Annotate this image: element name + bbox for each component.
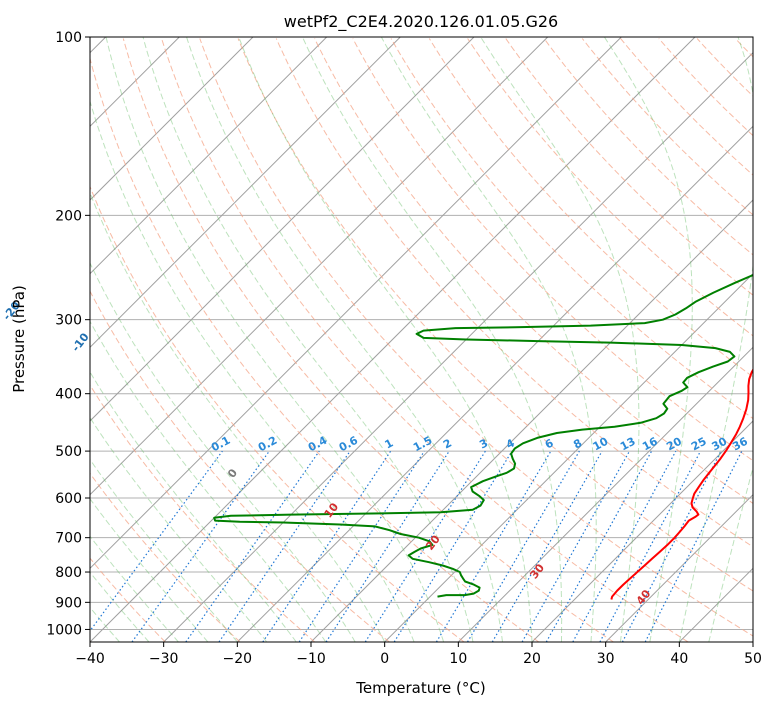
mixing-ratio-line	[572, 450, 677, 642]
dewpoint-profile	[213, 273, 753, 598]
moist-adiabat	[238, 37, 533, 642]
isotherm-line	[236, 125, 753, 642]
y-tick-label: 900	[55, 595, 82, 611]
y-tick-label: 600	[55, 491, 82, 507]
mixing-ratio-line	[185, 450, 320, 642]
dry-adiabat	[161, 38, 689, 642]
mixing-ratio-label: 30	[710, 435, 730, 454]
dry-adiabat	[90, 384, 316, 642]
dry-adiabat	[505, 38, 753, 296]
dry-adiabat	[199, 38, 753, 637]
y-tick-label: 100	[55, 30, 82, 46]
moist-adiabat	[90, 535, 179, 642]
moist-adiabat	[90, 261, 356, 642]
mixing-ratio-line	[545, 450, 653, 642]
x-tick-label: 10	[449, 651, 467, 667]
mixing-ratio-label: 13	[618, 435, 638, 454]
dry-adiabat	[90, 56, 540, 642]
x-tick-label: 50	[744, 651, 762, 667]
x-tick-label: 40	[670, 651, 688, 667]
moist-adiabat	[603, 37, 693, 642]
isotherm-line	[90, 37, 475, 422]
mixing-ratio-label: 20	[664, 435, 684, 454]
y-tick-label: 700	[55, 531, 82, 547]
mixing-ratio-line	[491, 450, 603, 642]
dry-adiabat	[122, 38, 614, 642]
y-axis-label: Pressure (hPa)	[10, 285, 28, 393]
isotherm-line	[90, 37, 622, 570]
plot-frame	[89, 36, 754, 643]
moist-adiabat	[90, 458, 238, 642]
moist-adiabat	[90, 320, 327, 642]
isotherm-line	[90, 37, 401, 349]
x-tick-label: 0	[380, 651, 389, 667]
y-tick-label: 400	[55, 387, 82, 403]
moist-adiabat	[90, 416, 268, 642]
background-lines	[90, 37, 753, 642]
mixing-ratio-line	[393, 450, 513, 642]
dry-adiabat	[467, 38, 753, 337]
moist-adiabat	[480, 37, 640, 642]
x-tick-label: 20	[523, 651, 541, 667]
dry-adiabat	[352, 38, 753, 462]
moist-adiabat	[90, 371, 297, 642]
isotherm-line	[457, 346, 753, 642]
dry-adiabat	[543, 38, 753, 256]
chart-title: wetPf2_C2E4.2020.126.01.05.G26	[284, 12, 558, 32]
x-tick-label: −20	[223, 651, 253, 667]
moist-adiabat	[380, 37, 597, 642]
x-tick-label: 30	[597, 651, 615, 667]
dry-adiabat	[390, 38, 753, 420]
mixing-ratio-line	[325, 450, 450, 642]
dry-adiabat	[90, 290, 390, 642]
isotherm-line	[90, 37, 328, 275]
moist-adiabat	[678, 37, 753, 642]
y-tick-label: 1000	[46, 622, 82, 638]
x-axis-label: Temperature (°C)	[355, 679, 485, 697]
moist-adiabat	[105, 37, 445, 642]
y-tick-label: 800	[55, 565, 82, 581]
mixing-ratio-label: 16	[640, 435, 660, 454]
moist-adiabat	[90, 191, 386, 642]
y-tick-label: 300	[55, 313, 82, 329]
series-layer	[213, 273, 753, 600]
isotherm-line	[310, 199, 753, 642]
dry-adiabat-label: -10	[69, 330, 92, 354]
x-tick-label: −40	[75, 651, 105, 667]
dry-adiabat	[581, 38, 753, 216]
x-tick-label: −30	[149, 651, 179, 667]
moist-adiabat	[142, 37, 474, 642]
moist-adiabat	[186, 37, 503, 642]
mixing-ratio-line	[218, 450, 351, 642]
mixing-ratio-label: 25	[689, 435, 709, 454]
mixing-ratio-label: 10	[591, 435, 611, 454]
y-tick-label: 200	[55, 208, 82, 224]
isotherm-line	[90, 37, 549, 496]
dry-adiabat	[275, 38, 753, 548]
x-tick-label: −10	[296, 651, 326, 667]
dry-adiabat	[428, 38, 753, 378]
moist-adiabat	[301, 37, 563, 642]
isotherm-line	[531, 420, 753, 642]
temperature-profile	[610, 367, 753, 600]
mixing-ratio-line	[521, 450, 631, 642]
plot-background	[90, 37, 753, 642]
dry-adiabat	[90, 472, 241, 642]
isotherm-line	[90, 37, 254, 201]
y-tick-label: 500	[55, 444, 82, 460]
dry-adiabat	[90, 185, 465, 642]
isotherm-line	[384, 272, 753, 642]
isotherm-line	[752, 641, 753, 642]
mixing-ratio-line	[435, 450, 552, 642]
dry-adiabat	[620, 38, 753, 176]
moist-adiabat	[90, 99, 415, 642]
isotherm-line	[605, 493, 753, 642]
isotherm-line	[90, 37, 696, 642]
mixing-ratio-line	[466, 450, 580, 642]
moist-adiabat	[90, 498, 209, 642]
mixing-ratio-label: 36	[730, 435, 750, 454]
axis-ticks: −40 −30 −20 −10 0 10 20 30 40 50 100 200 300 400 500 60…	[46, 30, 762, 667]
